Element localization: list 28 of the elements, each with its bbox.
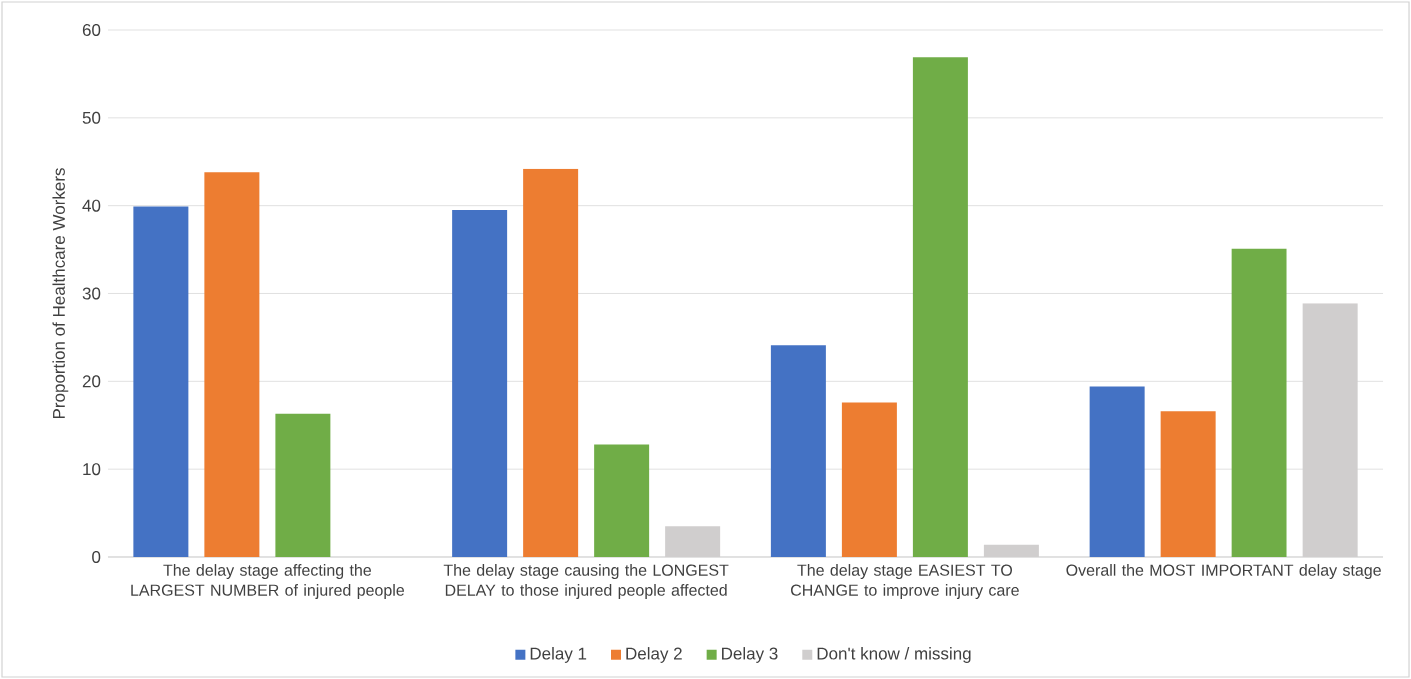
- bar: [452, 210, 508, 557]
- x-tick-label: The delay stage EASIEST TO CHANGE to improve injury care: [791, 564, 1019, 599]
- bar: [1160, 411, 1216, 557]
- y-tick-label: 30: [82, 287, 101, 300]
- y-tick-label: 40: [82, 199, 101, 212]
- bar: [523, 168, 579, 557]
- y-axis-title: Proportion of Healthcare Workers: [52, 168, 69, 419]
- y-tick-label: 10: [83, 463, 101, 476]
- legend-label: Don't know / missing: [817, 647, 971, 663]
- bar: [912, 57, 968, 557]
- bar: [770, 345, 826, 557]
- x-tick-label: Overall the MOST IMPORTANT delay stage: [1066, 564, 1381, 579]
- legend-label: Delay 2: [626, 647, 682, 663]
- x-tick-label: The delay stage affecting the LARGEST NUMBER of injured people: [131, 564, 405, 599]
- bar: [204, 172, 260, 557]
- bar: [1089, 386, 1145, 557]
- bar: [275, 413, 331, 557]
- x-tick-label: The delay stage causing the LONGEST DELAY to those injured people affected: [443, 564, 729, 599]
- bar: [594, 444, 650, 557]
- legend-label: Delay 1: [530, 647, 587, 663]
- y-tick-label: 20: [82, 375, 101, 388]
- bar: [841, 402, 897, 557]
- legend-label: Delay 3: [722, 647, 778, 663]
- y-tick-label: 60: [82, 23, 101, 36]
- y-tick-label: 50: [82, 111, 101, 124]
- y-tick-label: 0: [92, 550, 101, 564]
- bar: [1231, 248, 1287, 557]
- bar: [133, 206, 189, 557]
